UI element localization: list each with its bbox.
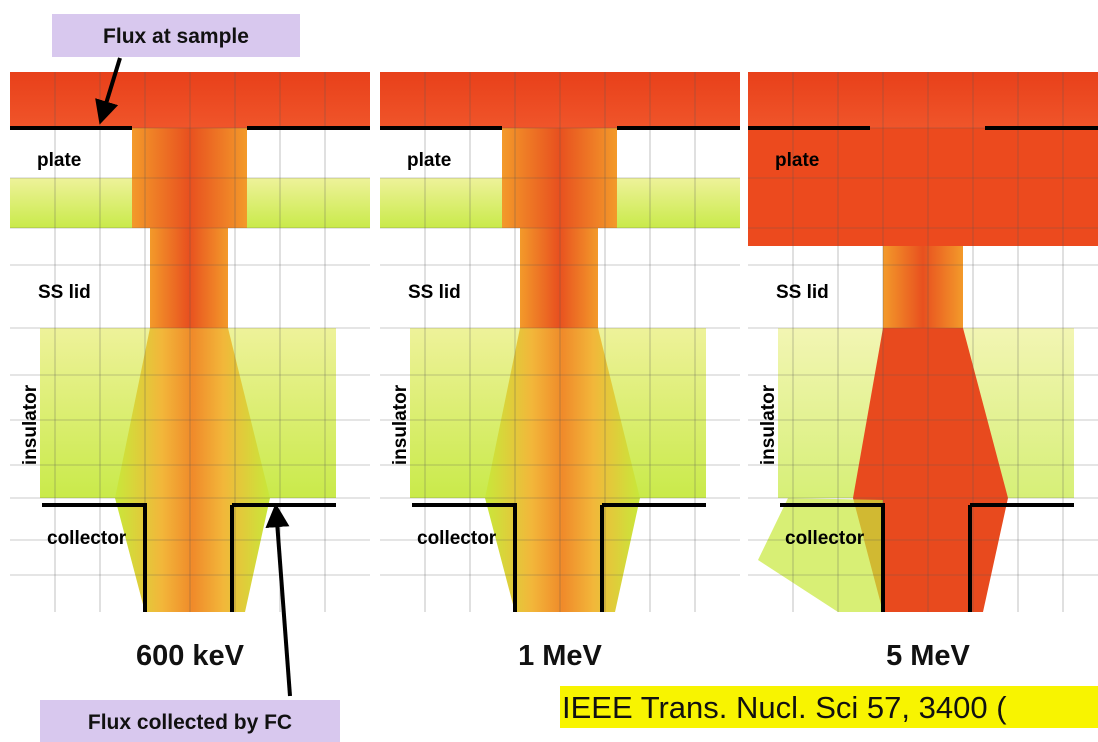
page: {"callouts": {"top": "Flux at sample", "… <box>0 0 1098 742</box>
plate-label: plate <box>775 150 819 171</box>
collector-label: collector <box>785 528 865 549</box>
collector-label: collector <box>417 528 497 549</box>
panel: plate SS lid insulator collector 600 keV <box>10 72 370 672</box>
insulator-label: insulator <box>758 384 779 465</box>
lid-label: SS lid <box>38 282 91 303</box>
lid-label: SS lid <box>408 282 461 303</box>
panel: plate SS lid insulator collector 1 MeV <box>380 72 740 672</box>
citation: IEEE Trans. Nucl. Sci 57, 3400 ( <box>562 690 1007 725</box>
panel: plate SS lid insulator collector 5 MeV <box>748 72 1098 672</box>
energy-label: 600 keV <box>136 640 245 672</box>
figure: plateSS lidinsulatorcollector600 keVplat… <box>0 0 1098 742</box>
plate-label: plate <box>37 150 81 171</box>
collector-label: collector <box>47 528 127 549</box>
energy-label: 5 MeV <box>886 640 970 672</box>
callout-top: Flux at sample <box>103 25 249 48</box>
energy-label: 1 MeV <box>518 640 602 672</box>
insulator-label: insulator <box>390 384 411 465</box>
plate-label: plate <box>407 150 451 171</box>
lid-label: SS lid <box>776 282 829 303</box>
callout-bottom: Flux collected by FC <box>88 711 292 734</box>
beam-lid <box>520 228 598 328</box>
beam-lid <box>150 228 228 328</box>
insulator-label: insulator <box>20 384 41 465</box>
top-flux <box>748 72 1098 128</box>
